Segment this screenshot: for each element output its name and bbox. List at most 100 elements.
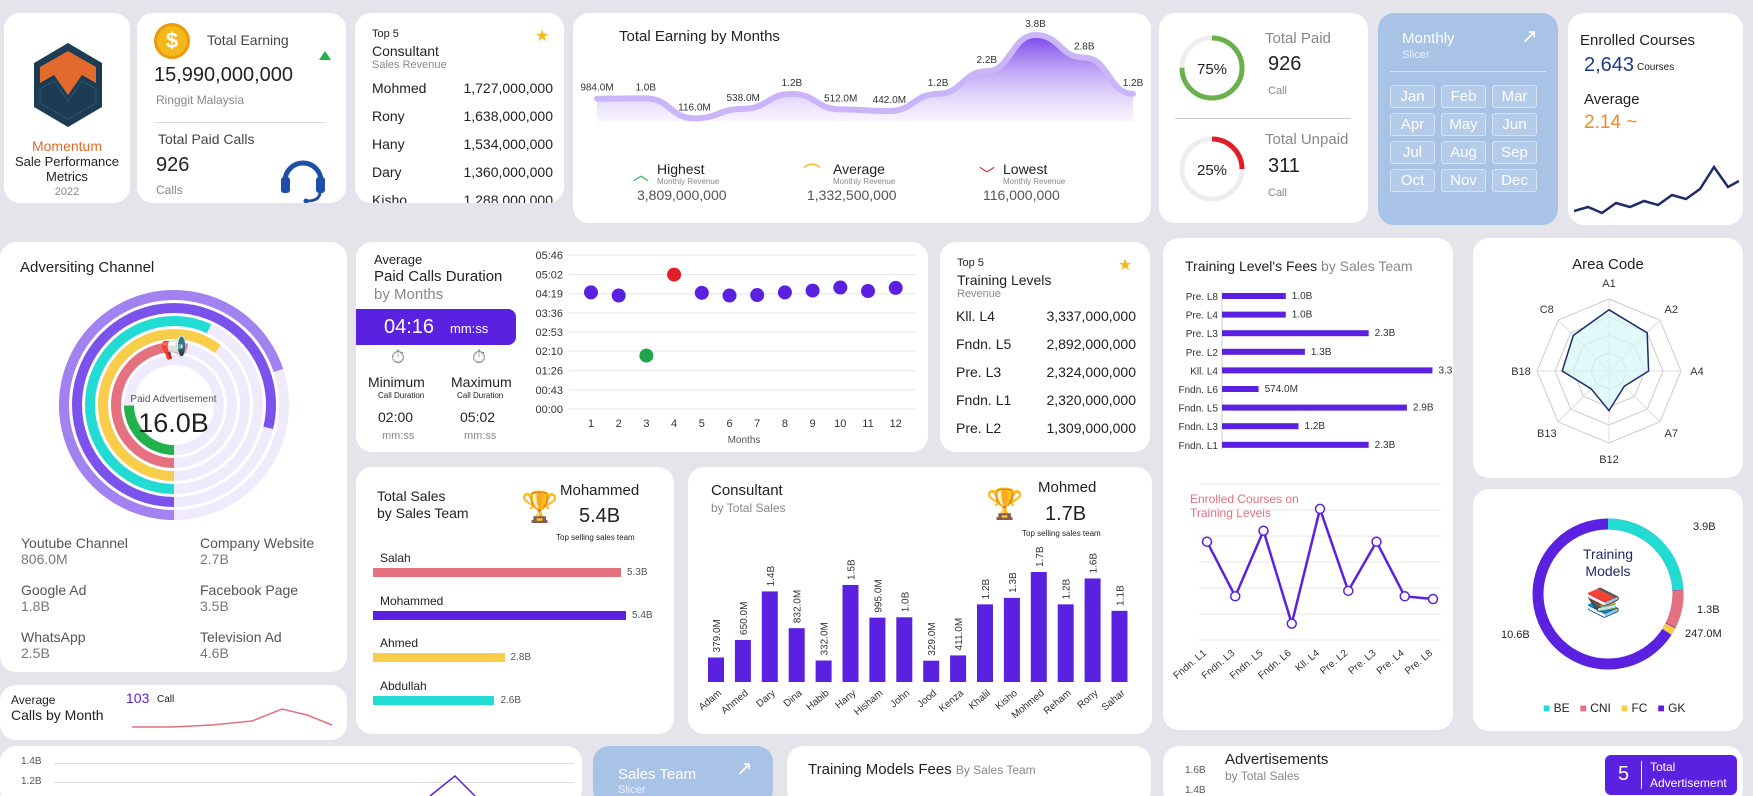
row-value: 2,324,000,000: [1046, 364, 1136, 380]
avg-calls-title2: Calls by Month: [11, 707, 104, 723]
data-label: 1.2B: [981, 578, 992, 599]
month-button-apr[interactable]: Apr: [1390, 113, 1435, 136]
month-button-jun[interactable]: Jun: [1492, 113, 1537, 136]
min-value: 02:00: [378, 409, 414, 425]
ring-google: [111, 342, 237, 468]
x-tick: 6: [726, 418, 732, 430]
y-tick: 00:00: [535, 404, 563, 416]
min-label: Minimum: [368, 374, 425, 390]
star-icon: ★: [535, 28, 550, 45]
avg-value: 2.14 ~: [1584, 112, 1638, 133]
expand-icon[interactable]: ↗: [736, 758, 753, 780]
line-point: [1201, 536, 1213, 547]
bar: [950, 655, 967, 682]
consultant-card: Consultant by Total Sales 🏆 Mohmed 1.7B …: [688, 467, 1152, 734]
channel-value: 2.7B: [200, 551, 229, 567]
enrolled-title: Enrolled Courses: [1580, 32, 1696, 49]
enrolled-value: 2,643: [1584, 54, 1635, 76]
tl-list: Kll. L4 3,337,000,000 Fndn. L5 2,892,000,0…: [956, 308, 1136, 448]
expand-icon[interactable]: ↗: [1521, 26, 1538, 48]
cons-top-sub: Top selling sales team: [1022, 529, 1101, 538]
bar: [842, 584, 859, 682]
month-button-sep[interactable]: Sep: [1492, 141, 1537, 164]
top5-prefix: Top 5: [372, 28, 399, 40]
month-button-may[interactable]: May: [1441, 113, 1486, 136]
channel-name: Youtube Channel: [21, 535, 128, 551]
bar: [1222, 293, 1286, 299]
month-button-aug[interactable]: Aug: [1441, 141, 1486, 164]
sales-title1: Total Sales: [377, 488, 446, 504]
data-label: 1.0B: [900, 591, 911, 612]
radar-axis-label: B18: [1511, 366, 1531, 378]
avg-calls-title1: Average: [11, 693, 56, 707]
models-fees-title: Training Models Fees By Sales Team: [808, 761, 1036, 778]
data-label: 512.0M: [824, 93, 857, 104]
line-point: [1286, 618, 1297, 629]
month-button-dec[interactable]: Dec: [1492, 169, 1537, 192]
month-button-mar[interactable]: Mar: [1492, 85, 1537, 108]
y-tick: 1.4B: [21, 756, 42, 767]
data-label: 3.3B: [1438, 365, 1453, 376]
x-tick: 7: [754, 418, 760, 430]
area-line: [594, 31, 1136, 122]
enrolled-sparkline: [1574, 164, 1739, 215]
bar: [1003, 597, 1020, 682]
unpaid-unit: Call: [1268, 187, 1287, 199]
data-label: 1.1B: [1116, 585, 1127, 606]
avg-calls-sparkline: [132, 708, 333, 728]
bar: [788, 628, 805, 682]
scatter-point: [833, 280, 848, 295]
month-button-jan[interactable]: Jan: [1390, 85, 1435, 108]
x-tick: Habib: [804, 688, 831, 714]
ring-whatsapp: [98, 329, 250, 481]
x-tick: 8: [782, 418, 788, 430]
channel-value: 1.8B: [21, 598, 50, 614]
data-label: 1.0B: [1292, 310, 1313, 321]
row-name: Mohmed: [372, 80, 427, 96]
row-value: 2,892,000,000: [1046, 336, 1136, 352]
scatter-point: [805, 283, 820, 298]
top-value: 5.4B: [579, 505, 621, 527]
timer-icon: ⏱: [391, 347, 406, 367]
month-button-nov[interactable]: Nov: [1441, 169, 1486, 192]
tl-sub: Revenue: [957, 288, 1002, 300]
data-label: 1.3B: [1008, 572, 1019, 593]
bar: [1057, 604, 1074, 682]
x-tick: Pre. L2: [1318, 648, 1350, 677]
y-tick: 1.6B: [1185, 765, 1206, 776]
center-label: Paid Advertisement: [130, 394, 217, 405]
list-item: Kisho 1,288,000,000: [372, 192, 553, 203]
month-button-oct[interactable]: Oct: [1390, 169, 1435, 192]
months-area-chart: 984.0M 1.0B 116.0M 538.0M 1.2B 512.0M 442.0M 1.…: [580, 19, 1144, 122]
radar-series: [1561, 308, 1650, 412]
channel-name: Television Ad: [200, 629, 282, 645]
x-tick: Sahar: [1100, 687, 1128, 713]
line-point: [1399, 591, 1410, 602]
area-radar-chart: A1 A2 A4 A7 B12 B13 B18 C8: [1511, 278, 1704, 466]
cons-title: Consultant: [711, 482, 783, 499]
area-card: Area Code A1 A2 A4 A7 B12 B13 B18 C8: [1473, 238, 1743, 478]
bottom-line-card: 1.4B 1.2B: [0, 746, 582, 796]
ads-sub: by Total Sales: [1225, 769, 1300, 783]
model-label: 1.3B: [1697, 604, 1720, 616]
month-button-feb[interactable]: Feb: [1441, 85, 1486, 108]
top-sub: Top selling sales team: [556, 533, 635, 542]
y-tick: 03:36: [535, 308, 563, 320]
paid-title: Total Paid: [1265, 30, 1331, 47]
ring-company: [85, 316, 263, 494]
x-axis-label: Months: [728, 435, 761, 446]
bar: [977, 604, 993, 682]
channel-item: Google Ad 1.8B: [21, 582, 86, 614]
top-consultant-card: Top 5 Consultant Sales Revenue ★ Mohmed 1…: [355, 13, 564, 203]
month-button-jul[interactable]: Jul: [1390, 141, 1435, 164]
model-label: 3.9B: [1693, 521, 1716, 533]
models-legend: ■ BE ■ CNI ■ FC ■ GK: [1543, 701, 1685, 715]
duration-scatter-chart: 00:00 00:43 01:26 02:10 02:53 03:36 04:19 05:02…: [535, 250, 916, 446]
channel-item: Television Ad 4.6B: [200, 629, 282, 661]
row-name: Pre. L2: [956, 420, 1002, 436]
data-label: 2.9B: [1413, 403, 1434, 414]
channel-name: Facebook Page: [200, 582, 299, 598]
bar: [1222, 423, 1299, 430]
down-arrow-icon: ﹀: [979, 167, 996, 184]
model-label: 10.6B: [1501, 629, 1530, 641]
